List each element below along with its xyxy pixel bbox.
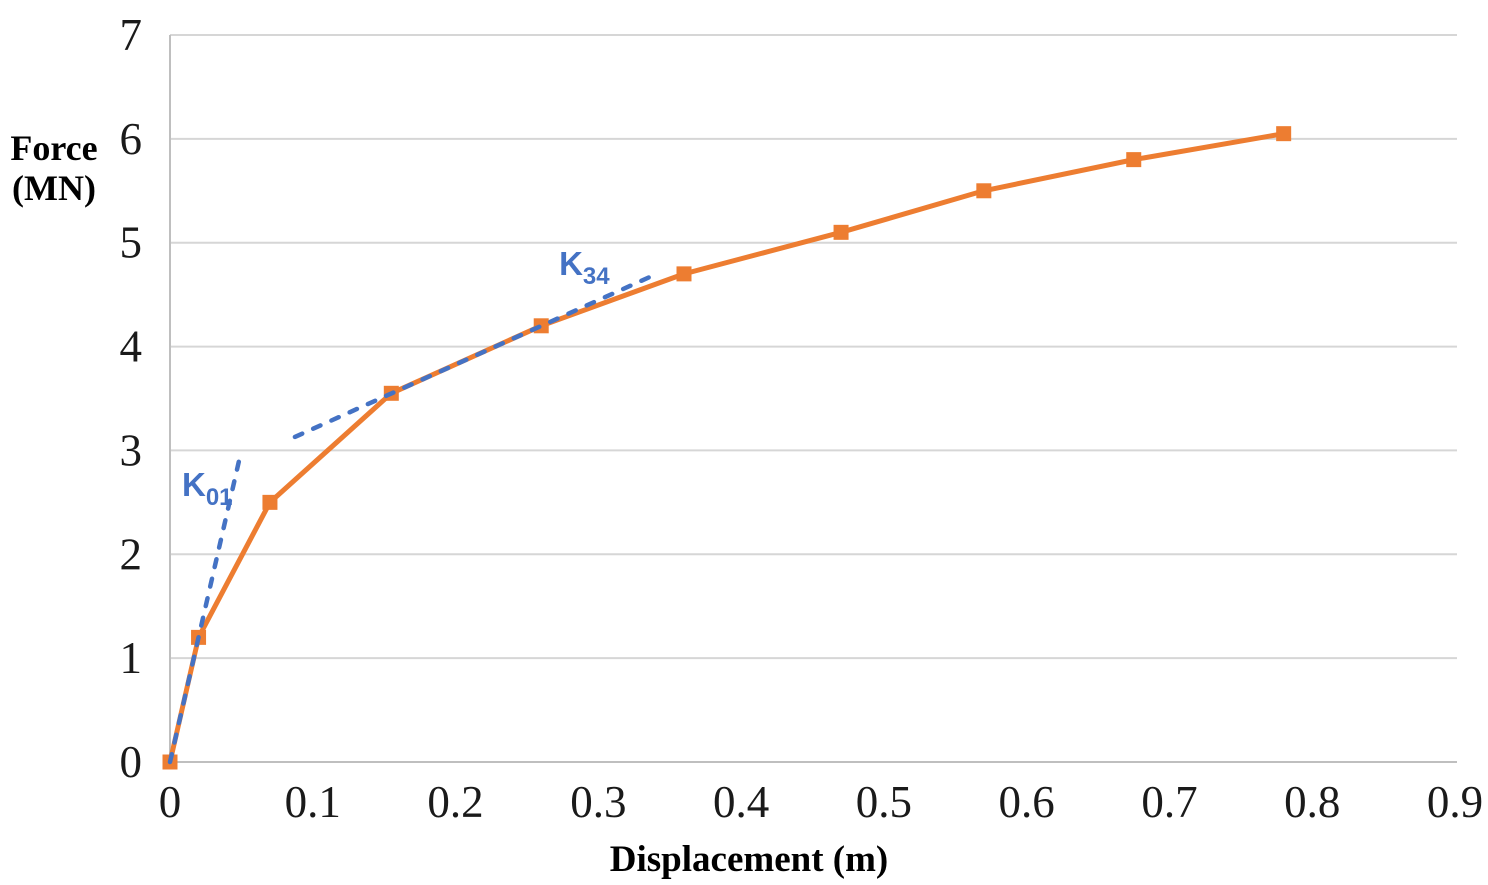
- x-tick-label: 0.2: [427, 777, 483, 827]
- x-tick-label: 0.8: [1284, 777, 1340, 827]
- y-tick-label: 3: [120, 425, 143, 475]
- data-point-marker: [262, 494, 278, 510]
- data-point-marker: [976, 183, 992, 199]
- y-axis-title-line2: (MN): [12, 168, 96, 208]
- x-tick-label: 0.1: [285, 777, 341, 827]
- x-tick-label: 0.9: [1427, 777, 1483, 827]
- x-axis-title: Displacement (m): [609, 839, 889, 880]
- y-tick-label: 4: [120, 322, 143, 372]
- x-tick-label: 0.7: [1141, 777, 1197, 827]
- y-tick-label: 0: [120, 737, 143, 787]
- y-tick-label: 6: [120, 114, 143, 164]
- series-line: [167, 131, 1285, 763]
- y-axis-title: Force (MN): [4, 128, 104, 208]
- x-tick-label: 0.4: [713, 777, 769, 827]
- x-tick-label: 0.5: [856, 777, 912, 827]
- x-tick-label: 0: [159, 777, 182, 827]
- x-tick-label: 0.6: [999, 777, 1055, 827]
- y-tick-label: 2: [120, 529, 143, 579]
- data-point-marker: [1276, 126, 1292, 142]
- K34-stiffness-label: K34: [559, 245, 610, 290]
- K01-stiffness-line: [167, 448, 244, 765]
- y-tick-label: 5: [120, 218, 143, 268]
- data-point-marker: [833, 224, 849, 240]
- data-point-marker: [1126, 152, 1142, 168]
- data-point-marker: [676, 266, 692, 282]
- y-tick-label: 7: [120, 10, 143, 60]
- K34-stiffness-line: [292, 270, 662, 440]
- x-tick-label: 0.3: [570, 777, 626, 827]
- y-axis-title-line1: Force: [10, 128, 98, 168]
- y-tick-label: 1: [120, 633, 143, 683]
- K01-stiffness-label: K01: [182, 466, 233, 511]
